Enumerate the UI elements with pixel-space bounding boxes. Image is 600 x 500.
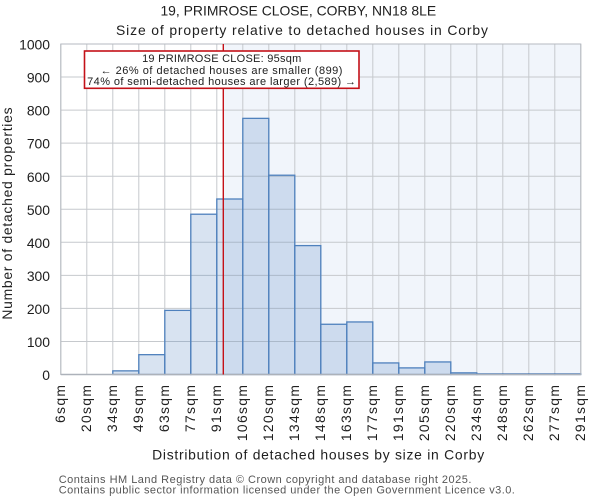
svg-text:6sqm: 6sqm — [52, 384, 68, 423]
svg-text:177sqm: 177sqm — [364, 384, 380, 441]
svg-text:220sqm: 220sqm — [442, 384, 458, 441]
svg-text:200: 200 — [27, 301, 50, 317]
svg-text:74% of semi-detached houses ar: 74% of semi-detached houses are larger (… — [87, 76, 356, 88]
svg-text:Contains public sector informa: Contains public sector information licen… — [59, 484, 516, 496]
svg-text:234sqm: 234sqm — [468, 384, 484, 441]
svg-text:500: 500 — [27, 202, 50, 218]
svg-text:191sqm: 191sqm — [390, 384, 406, 441]
svg-text:134sqm: 134sqm — [286, 384, 302, 441]
svg-text:0: 0 — [42, 367, 50, 383]
svg-text:291sqm: 291sqm — [572, 384, 588, 441]
svg-text:1000: 1000 — [19, 37, 50, 53]
svg-text:Contains HM Land Registry data: Contains HM Land Registry data © Crown c… — [59, 474, 472, 486]
svg-text:262sqm: 262sqm — [520, 384, 536, 441]
svg-text:63sqm: 63sqm — [156, 384, 172, 432]
svg-text:163sqm: 163sqm — [338, 384, 354, 441]
svg-text:277sqm: 277sqm — [546, 384, 562, 441]
svg-text:700: 700 — [27, 136, 50, 152]
svg-text:Number of detached properties: Number of detached properties — [0, 107, 15, 320]
svg-text:34sqm: 34sqm — [104, 384, 120, 432]
svg-text:205sqm: 205sqm — [416, 384, 432, 441]
svg-text:← 26% of detached houses are s: ← 26% of detached houses are smaller (89… — [101, 65, 343, 77]
svg-text:900: 900 — [27, 70, 50, 86]
svg-text:77sqm: 77sqm — [182, 384, 198, 432]
svg-text:600: 600 — [27, 169, 50, 185]
svg-text:Size of property relative to d: Size of property relative to detached ho… — [116, 22, 489, 38]
svg-text:248sqm: 248sqm — [494, 384, 510, 441]
svg-text:20sqm: 20sqm — [78, 384, 94, 432]
svg-text:91sqm: 91sqm — [208, 384, 224, 432]
svg-text:19 PRIMROSE CLOSE: 95sqm: 19 PRIMROSE CLOSE: 95sqm — [142, 53, 301, 65]
svg-text:49sqm: 49sqm — [130, 384, 146, 432]
svg-text:800: 800 — [27, 103, 50, 119]
svg-text:100: 100 — [27, 334, 50, 350]
svg-text:300: 300 — [27, 268, 50, 284]
svg-text:148sqm: 148sqm — [312, 384, 328, 441]
svg-text:106sqm: 106sqm — [234, 384, 250, 441]
svg-text:120sqm: 120sqm — [260, 384, 276, 441]
svg-text:19, PRIMROSE CLOSE, CORBY, NN1: 19, PRIMROSE CLOSE, CORBY, NN18 8LE — [160, 3, 436, 19]
svg-text:Distribution of detached house: Distribution of detached houses by size … — [152, 447, 485, 463]
svg-text:400: 400 — [27, 235, 50, 251]
